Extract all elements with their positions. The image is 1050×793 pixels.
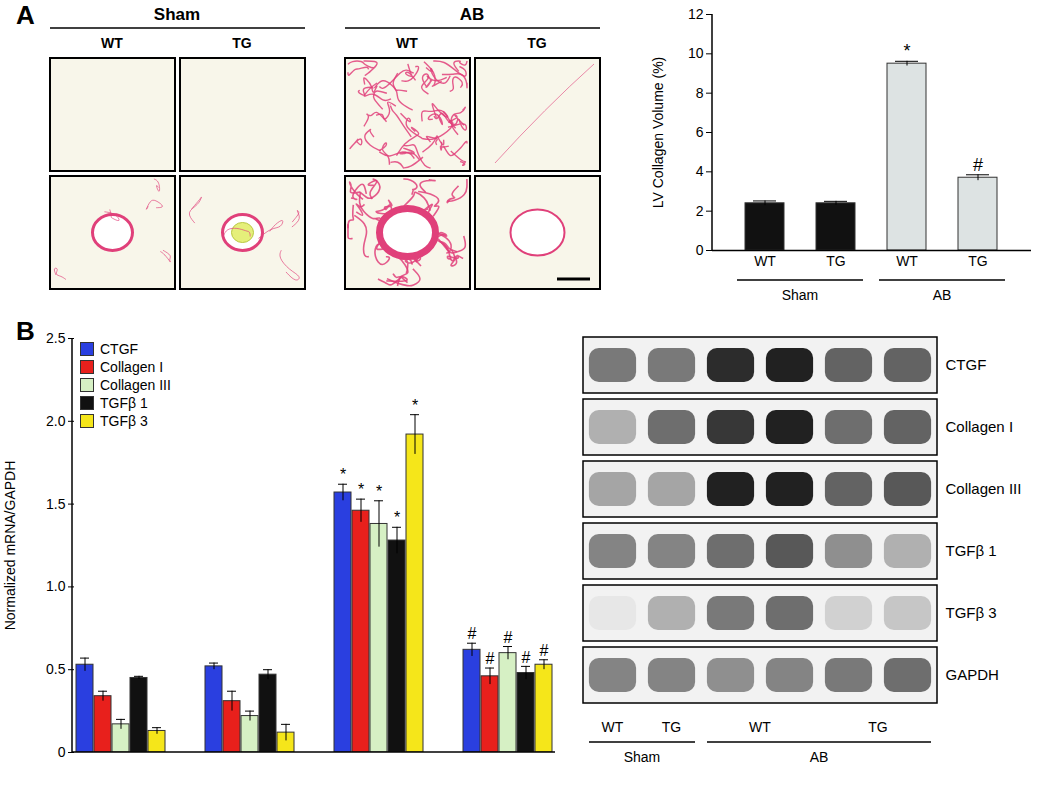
svg-text:#: # [486,650,495,667]
svg-text:10: 10 [688,45,704,61]
html-text:Collagen I: Collagen I [100,359,163,375]
svg-text:TG: TG [868,719,887,735]
svg-text:#: # [504,629,513,646]
svg-text:AB: AB [933,287,952,303]
svg-text:Collagen III: Collagen III [946,480,1022,497]
svg-text:AB: AB [810,749,829,765]
svg-text:Normalized mRNA/GAPDH: Normalized mRNA/GAPDH [2,461,18,631]
svg-text:TG: TG [232,35,252,51]
svg-text:0: 0 [696,242,704,258]
svg-text:CTGF: CTGF [946,356,987,373]
svg-text:WT: WT [101,35,123,51]
html-text:B: B [16,316,35,346]
svg-text:Sham: Sham [782,287,819,303]
svg-text:*: * [394,509,400,526]
svg-text:#: # [468,625,477,642]
svg-text:*: * [340,466,346,483]
svg-text:TG: TG [662,719,681,735]
svg-text:2: 2 [696,203,704,219]
svg-text:*: * [358,481,364,498]
svg-text:WT: WT [896,253,918,269]
svg-text:*: * [412,397,418,414]
svg-text:LV Collagen Volume (%): LV Collagen Volume (%) [650,57,666,208]
svg-text:4: 4 [696,163,704,179]
html-text:Collagen III: Collagen III [100,377,171,393]
svg-text:TG: TG [968,253,987,269]
svg-text:1.0: 1.0 [46,578,66,594]
svg-text:AB: AB [460,5,485,24]
svg-text:8: 8 [696,85,704,101]
html-text:CTGF: CTGF [100,341,139,357]
svg-text:WT: WT [396,35,418,51]
html-text:TGFβ 1: TGFβ 1 [100,395,148,411]
svg-text:2.5: 2.5 [46,330,66,346]
svg-text:GAPDH: GAPDH [946,666,999,683]
svg-text:WT: WT [749,719,771,735]
svg-text:TG: TG [826,253,845,269]
svg-text:12: 12 [688,6,704,22]
html-text:A: A [16,0,35,30]
svg-text:WT: WT [754,253,776,269]
svg-text:*: * [376,483,382,500]
svg-text:TGFβ 3: TGFβ 3 [946,604,997,621]
html-text:TGFβ 3: TGFβ 3 [100,413,148,429]
svg-text:*: * [903,41,910,61]
svg-text:WT: WT [602,719,624,735]
svg-text:1.5: 1.5 [46,496,66,512]
svg-text:Collagen I: Collagen I [946,418,1014,435]
svg-text:2.0: 2.0 [46,413,66,429]
svg-text:#: # [522,649,531,666]
svg-text:TG: TG [527,35,547,51]
svg-text:TGFβ 1: TGFβ 1 [946,542,997,559]
svg-text:6: 6 [696,124,704,140]
svg-text:Sham: Sham [624,749,661,765]
svg-text:0: 0 [58,744,66,760]
svg-text:#: # [540,642,549,659]
svg-text:Sham: Sham [154,5,200,24]
svg-text:#: # [973,155,983,175]
svg-text:0.5: 0.5 [46,661,66,677]
